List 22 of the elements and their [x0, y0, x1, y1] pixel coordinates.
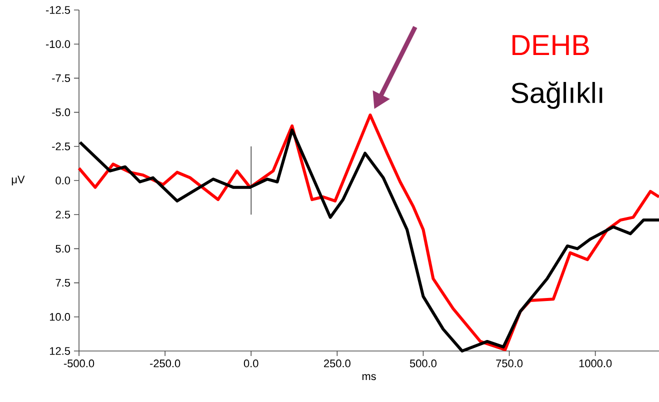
x-tick-label: -500.0 [64, 360, 94, 368]
x-tick-label: 1000.0 [579, 360, 612, 368]
x-tick-label: 250.0 [324, 360, 350, 368]
y-axis-title: μV [12, 176, 25, 186]
x-tick-label: 0.0 [244, 360, 258, 368]
y-tick-label: -5.0 [52, 108, 70, 116]
y-tick-label: -12.5 [46, 6, 70, 14]
y-tick-label: 2.5 [56, 210, 70, 218]
y-tick-label: 5.0 [56, 244, 70, 253]
text: Sağlıklı [511, 82, 602, 109]
y-tick-label: -10.0 [46, 40, 70, 48]
text: DEHB [512, 35, 589, 56]
x-tick-label: 750.0 [496, 360, 523, 368]
y-tick-label: -2.5 [52, 142, 70, 150]
y-tick-label: 12.5 [50, 347, 70, 355]
x-tick-label: -250.0 [150, 360, 180, 368]
x-axis-title: ms [362, 374, 376, 380]
y-tick-label: 10.0 [50, 313, 70, 321]
x-tick-label: 500.0 [410, 360, 436, 368]
y-tick-label: 0.0 [56, 176, 70, 184]
y-tick-label: 7.5 [56, 278, 70, 287]
y-tick-label: -7.5 [52, 74, 70, 82]
